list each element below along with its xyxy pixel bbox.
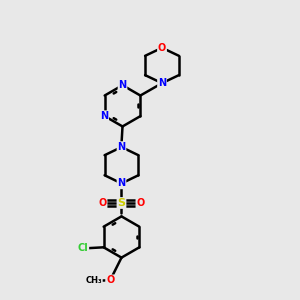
Text: S: S [118, 198, 125, 208]
Text: O: O [106, 275, 114, 285]
Text: N: N [117, 142, 126, 152]
Text: N: N [117, 178, 126, 188]
Text: O: O [158, 43, 166, 53]
Text: N: N [118, 80, 127, 90]
Text: CH₃: CH₃ [85, 276, 102, 285]
Text: O: O [136, 198, 145, 208]
Text: Cl: Cl [78, 243, 88, 253]
Text: O: O [98, 198, 107, 208]
Text: N: N [158, 78, 166, 88]
Text: N: N [100, 111, 108, 121]
